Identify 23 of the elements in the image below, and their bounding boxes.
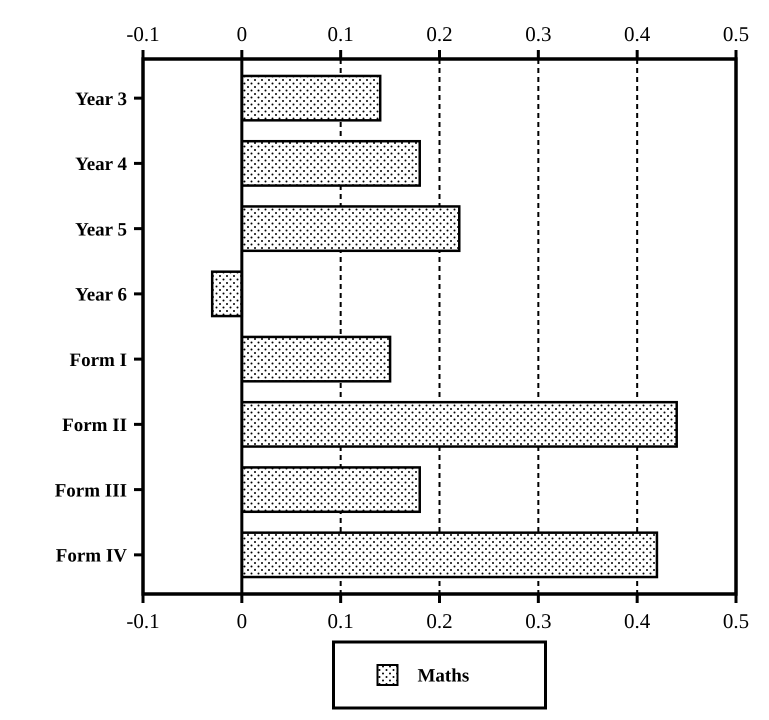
x-tick-label: 0.3 <box>525 22 552 46</box>
x2-tick-label: 0.4 <box>624 609 651 633</box>
y-tick-label: Year 3 <box>75 88 127 110</box>
x-tick-label: 0 <box>236 22 248 46</box>
y-tick-label: Form IV <box>56 546 128 567</box>
y-tick-label: Form I <box>69 350 127 371</box>
y-tick-label: Year 4 <box>75 154 128 176</box>
y-tick-label: Form III <box>54 480 127 502</box>
y-tick-label: Form II <box>62 415 127 436</box>
x-tick-label: 0.2 <box>426 22 453 46</box>
y-tick-label: Year 6 <box>75 284 127 306</box>
x-tick-label: 0.4 <box>624 22 651 46</box>
x2-tick-label: 0.2 <box>426 609 453 633</box>
x2-tick-label: 0.3 <box>525 609 552 633</box>
x-tick-label: 0.5 <box>722 22 750 46</box>
x2-tick-label: 0.5 <box>722 609 750 633</box>
x-tick-label: 0.1 <box>328 22 354 46</box>
legend-label: Maths <box>418 666 470 687</box>
x-tick-label: -0.1 <box>126 22 160 46</box>
x2-tick-label: 0 <box>236 609 248 633</box>
x2-tick-label: 0.1 <box>328 609 354 633</box>
x2-tick-label: -0.1 <box>126 609 160 633</box>
y-tick-label: Year 5 <box>75 219 127 240</box>
